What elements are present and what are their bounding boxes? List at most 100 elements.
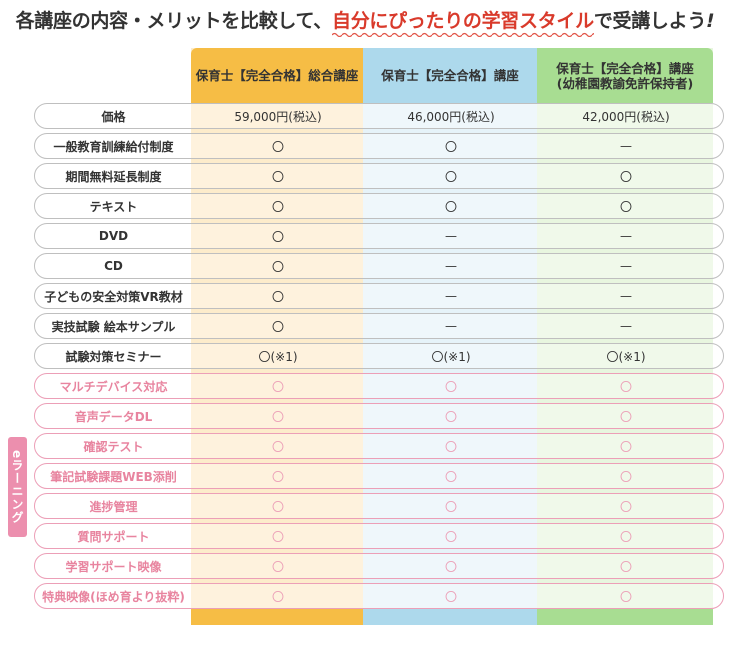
row-value-plan-1: 〇	[271, 259, 284, 274]
row-value-plan-2: —	[445, 229, 457, 243]
plan-column-3-footer	[537, 609, 713, 625]
row-label: 実技試験 絵本サンプル	[51, 319, 176, 334]
row-value-plan-3: —	[620, 289, 632, 303]
row-value-plan-3: 〇(※1)	[606, 349, 646, 364]
row-label: 価格	[101, 109, 126, 124]
table-row: 進捗管理 〇 〇 〇	[34, 493, 724, 519]
row-label: 筆記試験課題WEB添削	[50, 469, 177, 484]
row-label: 音声データDL	[74, 409, 153, 424]
plan-header-kindergarten: 保育士【完全合格】講座 (幼稚園教諭免許保持者)	[537, 48, 713, 103]
table-row: 価格 59,000円(税込) 46,000円(税込) 42,000円(税込)	[34, 103, 724, 129]
row-value-plan-2: —	[445, 319, 457, 333]
plan-column-2-footer	[363, 609, 537, 625]
row-value-plan-3: —	[620, 259, 632, 273]
row-value-plan-1: 〇	[271, 469, 284, 484]
plan-column-3-background	[537, 48, 713, 625]
row-value-plan-1: 〇	[271, 289, 284, 304]
table-row: マルチデバイス対応 〇 〇 〇	[34, 373, 724, 399]
row-value-plan-3: 〇	[619, 589, 632, 604]
plan-column-1-background	[191, 48, 363, 625]
row-value-plan-1: 〇	[271, 139, 284, 154]
table-row: 確認テスト 〇 〇 〇	[34, 433, 724, 459]
row-value-plan-1: 〇	[271, 559, 284, 574]
row-value-plan-3: —	[620, 319, 632, 333]
row-value-plan-3: 42,000円(税込)	[582, 109, 670, 124]
plan-subtitle: (幼稚園教諭免許保持者)	[556, 75, 694, 91]
row-value-plan-2: 〇	[444, 379, 457, 394]
row-label: 試験対策セミナー	[65, 349, 162, 364]
row-value-plan-1: 59,000円(税込)	[234, 109, 322, 124]
row-value-plan-2: 〇	[444, 199, 457, 214]
row-value-plan-3: 〇	[619, 529, 632, 544]
table-row: 特典映像(ほめ育より抜粋) 〇 〇 〇	[34, 583, 724, 609]
row-value-plan-1: 〇	[271, 319, 284, 334]
table-row: 期間無料延長制度 〇 〇 〇	[34, 163, 724, 189]
row-value-plan-3: 〇	[619, 559, 632, 574]
row-value-plan-1: 〇	[271, 379, 284, 394]
table-row: 音声データDL 〇 〇 〇	[34, 403, 724, 429]
table-row: 試験対策セミナー 〇(※1) 〇(※1) 〇(※1)	[34, 343, 724, 369]
elearning-tab-label: eラーニング	[10, 449, 24, 525]
row-value-plan-2: 〇	[444, 439, 457, 454]
row-value-plan-1: 〇	[271, 409, 284, 424]
heading-suffix: で受講しよう	[593, 10, 707, 32]
row-value-plan-3: 〇	[619, 379, 632, 394]
table-row: 一般教育訓練給付制度 〇 〇 —	[34, 133, 724, 159]
row-value-plan-1: 〇	[271, 169, 284, 184]
heading-highlight: 自分にぴったりの学習スタイル	[332, 10, 594, 37]
table-row: 学習サポート映像 〇 〇 〇	[34, 553, 724, 579]
plan-header-standard: 保育士【完全合格】講座	[363, 48, 537, 103]
row-value-plan-2: 〇	[444, 589, 457, 604]
row-label: 特典映像(ほめ育より抜粋)	[42, 589, 185, 604]
row-value-plan-1: 〇	[271, 529, 284, 544]
row-label: 学習サポート映像	[65, 559, 162, 574]
row-value-plan-2: 〇(※1)	[431, 349, 471, 364]
row-label: 一般教育訓練給付制度	[53, 139, 174, 154]
page-heading: 各講座の内容・メリットを比較して、自分にぴったりの学習スタイルで受講しよう!	[0, 6, 730, 37]
row-label: 子どもの安全対策VR教材	[44, 289, 183, 304]
row-value-plan-1: 〇	[271, 439, 284, 454]
row-value-plan-2: 〇	[444, 469, 457, 484]
row-value-plan-2: 46,000円(税込)	[407, 109, 495, 124]
row-value-plan-2: 〇	[444, 559, 457, 574]
row-value-plan-3: 〇	[619, 469, 632, 484]
row-value-plan-1: 〇	[271, 589, 284, 604]
row-label: 確認テスト	[83, 439, 144, 454]
plan-title: 保育士【完全合格】講座	[381, 68, 519, 83]
table-row: 子どもの安全対策VR教材 〇 — —	[34, 283, 724, 309]
row-value-plan-3: —	[620, 139, 632, 153]
row-value-plan-2: 〇	[444, 499, 457, 514]
plan-header-comprehensive: 保育士【完全合格】総合講座	[191, 48, 363, 103]
table-row: 筆記試験課題WEB添削 〇 〇 〇	[34, 463, 724, 489]
row-value-plan-3: 〇	[619, 199, 632, 214]
heading-prefix: 各講座の内容・メリットを比較して、	[15, 10, 333, 32]
row-label: CD	[104, 259, 123, 273]
table-row: 実技試験 絵本サンプル 〇 — —	[34, 313, 724, 339]
plan-column-2-background	[363, 48, 537, 625]
row-value-plan-3: 〇	[619, 409, 632, 424]
table-row: テキスト 〇 〇 〇	[34, 193, 724, 219]
table-row: 質問サポート 〇 〇 〇	[34, 523, 724, 549]
row-value-plan-1: 〇	[271, 229, 284, 244]
row-value-plan-3: 〇	[619, 499, 632, 514]
row-value-plan-2: —	[445, 289, 457, 303]
row-value-plan-2: 〇	[444, 409, 457, 424]
row-value-plan-1: 〇	[271, 499, 284, 514]
table-row: DVD 〇 — —	[34, 223, 724, 249]
row-value-plan-2: —	[445, 259, 457, 273]
row-value-plan-3: 〇	[619, 169, 632, 184]
row-label: 質問サポート	[77, 529, 150, 544]
row-value-plan-3: 〇	[619, 439, 632, 454]
row-label: 進捗管理	[89, 499, 138, 514]
row-value-plan-1: 〇	[271, 199, 284, 214]
elearning-tab: eラーニング	[8, 437, 27, 537]
row-label: マルチデバイス対応	[59, 379, 168, 394]
row-value-plan-3: —	[620, 229, 632, 243]
heading-exclamation: !	[706, 10, 715, 32]
row-value-plan-2: 〇	[444, 169, 457, 184]
row-label: テキスト	[89, 199, 138, 214]
plan-column-1-footer	[191, 609, 363, 625]
row-value-plan-2: 〇	[444, 139, 457, 154]
table-row: CD 〇 — —	[34, 253, 724, 279]
row-label: DVD	[98, 229, 129, 243]
